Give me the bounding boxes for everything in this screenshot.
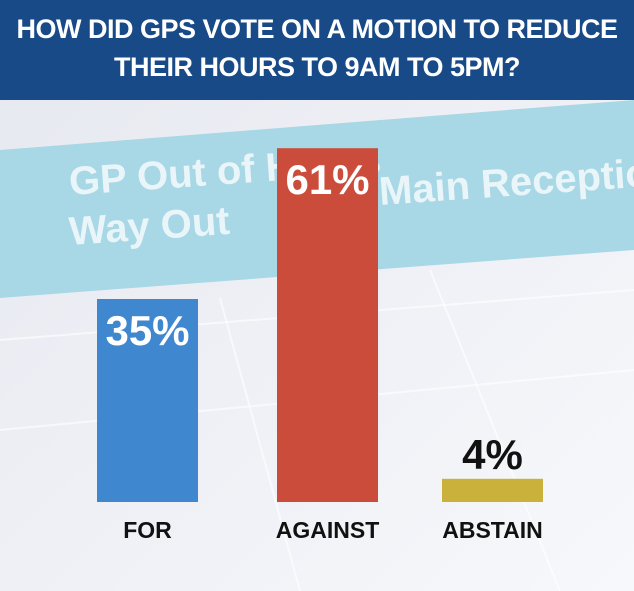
value-label: 4%	[462, 431, 523, 478]
value-label: 61%	[285, 156, 369, 203]
bar	[277, 148, 378, 502]
chart-title: HOW DID GPS VOTE ON A MOTION TO REDUCE T…	[0, 0, 634, 100]
bar	[442, 478, 543, 502]
category-label: ABSTAIN	[442, 517, 543, 543]
category-label: FOR	[123, 517, 172, 543]
category-label: AGAINST	[276, 517, 380, 543]
bar	[97, 299, 198, 502]
value-label: 35%	[105, 307, 189, 354]
